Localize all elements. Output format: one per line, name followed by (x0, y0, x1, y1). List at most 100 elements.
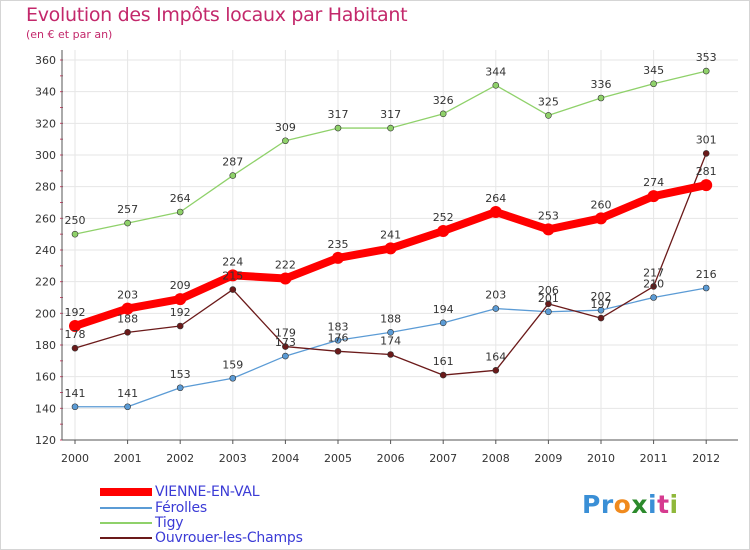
data-point-ferolles (176, 384, 184, 392)
legend-swatch-tigy (100, 522, 152, 524)
data-label-ouvrouer: 179 (275, 327, 296, 340)
chart-title: Evolution des Impôts locaux par Habitant (26, 4, 408, 26)
data-point-ouvrouer (124, 329, 131, 336)
data-point-tigy (650, 80, 657, 88)
data-point-tigy (176, 208, 184, 216)
data-point-tigy (282, 137, 289, 145)
y-tick-label: 320 (35, 117, 56, 130)
data-point-ouvrouer (492, 367, 500, 374)
data-label-ferolles: 216 (696, 268, 717, 281)
data-label-tigy: 309 (275, 121, 296, 134)
data-point-vienne (279, 272, 292, 285)
data-label-vienne: 224 (222, 255, 243, 268)
data-point-vienne (384, 242, 397, 255)
y-tick-label: 360 (35, 54, 56, 67)
data-point-ouvrouer (597, 314, 605, 322)
data-label-tigy: 287 (222, 156, 243, 169)
data-point-vienne (700, 179, 713, 192)
data-label-vienne: 274 (643, 176, 664, 189)
data-point-ferolles (545, 308, 552, 316)
logo-letter: i (647, 490, 658, 519)
data-label-tigy: 250 (65, 214, 86, 227)
legend-item-tigy: Tigy (100, 515, 184, 531)
y-tick-label: 220 (35, 276, 56, 289)
x-tick-label: 2000 (61, 452, 89, 465)
x-tick-label: 2006 (377, 452, 405, 465)
legend-swatch-ouvrouer (100, 537, 152, 539)
data-point-ferolles (334, 336, 342, 344)
data-point-tigy (334, 124, 342, 132)
data-label-vienne: 241 (380, 228, 401, 241)
data-point-ferolles (492, 305, 500, 312)
data-point-ferolles (229, 374, 237, 382)
logo-letter: o (613, 490, 632, 519)
data-label-ferolles: 194 (433, 303, 454, 316)
data-point-tigy (702, 67, 710, 75)
data-point-tigy (71, 230, 79, 238)
data-point-ferolles (597, 306, 605, 314)
data-point-ferolles (124, 403, 131, 411)
data-label-ferolles: 159 (222, 358, 243, 371)
data-point-ferolles (387, 329, 394, 336)
x-tick-label: 2012 (692, 452, 720, 465)
data-point-vienne (226, 269, 239, 282)
data-label-ferolles: 183 (328, 320, 349, 333)
data-label-tigy: 326 (433, 94, 454, 107)
data-label-vienne: 264 (485, 192, 506, 205)
x-tick-label: 2004 (271, 452, 299, 465)
logo-letter: Pr (582, 490, 614, 519)
data-label-vienne: 222 (275, 259, 296, 272)
legend-item-ouvrouer: Ouvrouer-les-Champs (100, 530, 303, 546)
data-label-ouvrouer: 161 (433, 355, 454, 368)
y-tick-label: 280 (35, 181, 56, 194)
data-point-tigy (229, 172, 237, 179)
data-label-tigy: 317 (328, 108, 349, 121)
data-label-tigy: 325 (538, 95, 559, 108)
logo-letter: x (631, 490, 648, 519)
data-point-ouvrouer (229, 286, 237, 293)
data-point-vienne (647, 190, 660, 203)
y-tick-label: 120 (35, 434, 56, 447)
data-point-ouvrouer (439, 371, 447, 379)
data-label-vienne: 260 (591, 198, 612, 211)
data-point-ferolles (702, 284, 710, 292)
data-label-ferolles: 202 (591, 290, 612, 303)
legend-swatch-vienne (100, 488, 152, 496)
data-label-ferolles: 210 (643, 278, 664, 291)
x-tick-label: 2008 (482, 452, 510, 465)
data-point-tigy (124, 219, 131, 227)
data-point-ferolles (282, 352, 289, 360)
data-point-vienne (437, 225, 450, 237)
data-point-vienne (121, 302, 134, 315)
data-point-tigy (545, 112, 552, 119)
legend-swatch-ferolles (100, 507, 152, 509)
data-point-vienne (542, 223, 555, 236)
data-point-ferolles (71, 403, 79, 411)
data-label-vienne: 235 (328, 238, 349, 251)
data-point-tigy (387, 124, 394, 132)
data-label-vienne: 192 (65, 306, 86, 319)
y-tick-label: 180 (35, 339, 56, 352)
data-label-vienne: 253 (538, 209, 559, 222)
data-label-tigy: 344 (485, 65, 506, 78)
data-label-ferolles: 173 (275, 336, 296, 349)
y-tick-label: 160 (35, 371, 56, 384)
x-tick-label: 2003 (219, 452, 247, 465)
x-tick-label: 2005 (324, 452, 352, 465)
data-label-tigy: 336 (591, 78, 612, 91)
y-tick-label: 240 (35, 244, 56, 257)
chart-subtitle: (en € et par an) (26, 28, 113, 41)
logo-letter: t (657, 490, 670, 519)
data-point-ouvrouer (387, 351, 394, 358)
legend-item-ferolles: Férolles (100, 500, 207, 516)
data-label-ferolles: 203 (485, 289, 506, 302)
data-point-ferolles (650, 294, 657, 301)
y-tick-label: 260 (35, 212, 56, 225)
x-tick-label: 2002 (166, 452, 194, 465)
y-tick-label: 200 (35, 307, 56, 320)
data-label-ouvrouer: 174 (380, 335, 401, 348)
data-label-tigy: 257 (117, 203, 138, 216)
data-point-ferolles (439, 319, 447, 327)
data-point-ouvrouer (545, 300, 552, 308)
